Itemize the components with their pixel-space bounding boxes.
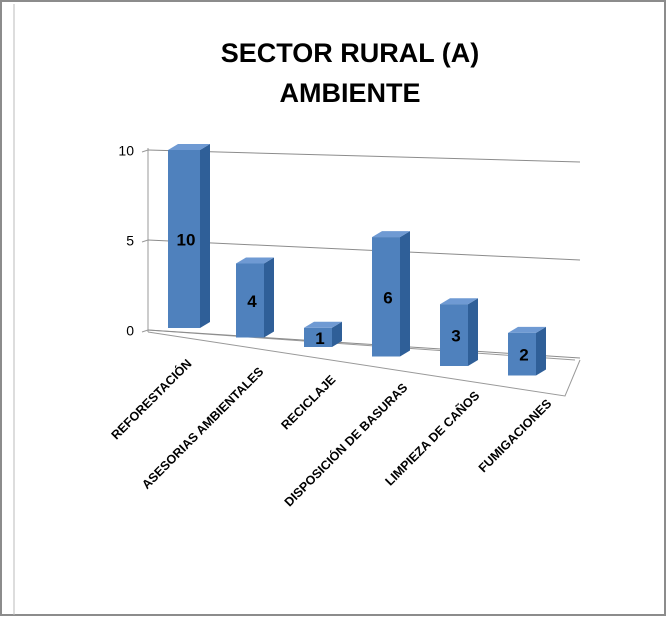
bar-face: [236, 263, 264, 338]
bar-face: [304, 321, 342, 328]
data-label: 4: [247, 292, 257, 311]
bar-face: [508, 326, 546, 333]
grid-line: [147, 149, 581, 163]
y-tick-label: 5: [126, 233, 134, 249]
data-label: 6: [383, 288, 392, 307]
data-label: 3: [451, 327, 460, 346]
bar-face: [304, 327, 332, 347]
bar: [372, 231, 410, 357]
bar: [236, 257, 274, 338]
bar-face: [332, 321, 342, 347]
bar-face: [440, 304, 468, 366]
chart-title: SECTOR RURAL (A): [221, 38, 480, 68]
bar-face: [236, 257, 274, 264]
bar-face: [400, 231, 410, 357]
bar-face: [536, 326, 546, 376]
chart-title: AMBIENTE: [280, 78, 421, 108]
y-tick-label: 10: [118, 143, 134, 159]
y-tick-label: 0: [126, 323, 134, 339]
data-label: 2: [519, 346, 528, 365]
bar: [304, 321, 342, 347]
bar-face: [508, 332, 536, 376]
floor-front: [147, 331, 581, 397]
data-label: 10: [177, 230, 196, 249]
bar-face: [168, 150, 200, 328]
bar: [508, 326, 546, 376]
data-label: 1: [315, 329, 324, 348]
bar-face: [372, 231, 410, 238]
y-tick: [141, 329, 149, 333]
bar-face: [372, 237, 400, 357]
bar-face: [468, 298, 478, 366]
y-tick: [141, 239, 149, 243]
bar-face: [440, 298, 478, 305]
bar-face: [264, 257, 274, 338]
bar-face: [200, 144, 210, 328]
grid-line: [147, 239, 581, 261]
bar: [168, 144, 210, 328]
bar: [440, 298, 478, 366]
y-tick: [141, 149, 149, 153]
bar-face: [168, 144, 210, 150]
